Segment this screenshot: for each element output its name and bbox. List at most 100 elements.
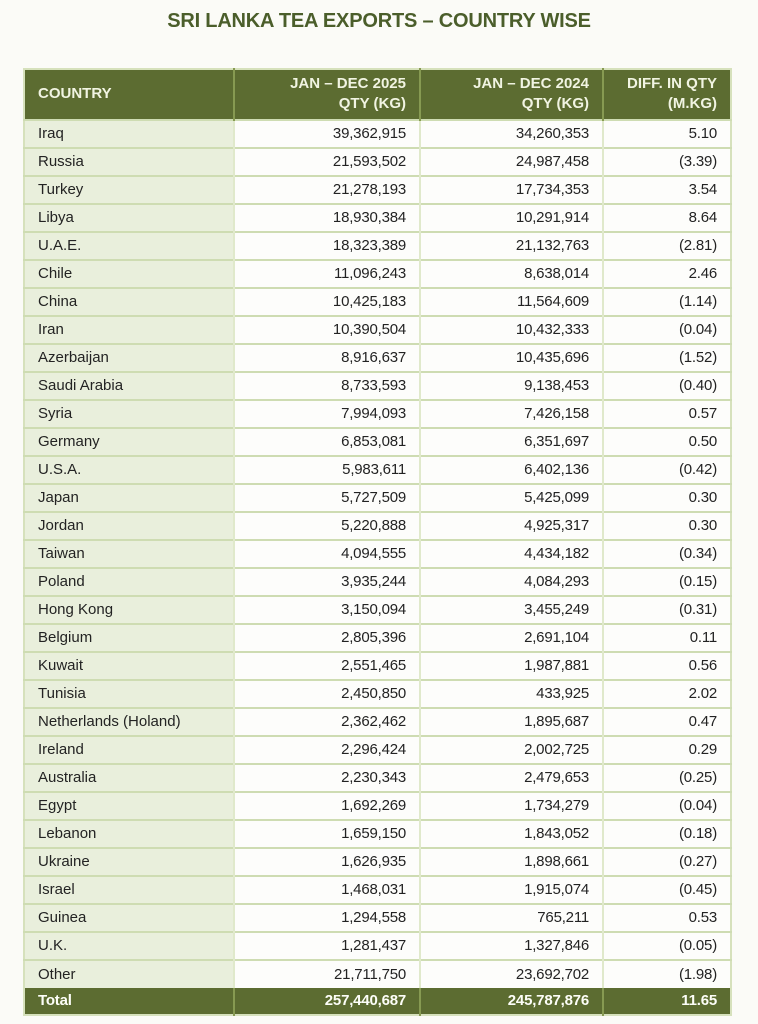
diff-cell: 3.54 <box>602 174 731 204</box>
total-row: Total 257,440,687 245,787,876 11.65 <box>24 987 731 1015</box>
country-cell: U.A.E. <box>24 230 234 260</box>
table-row: Poland 3,935,244 4,084,293 (0.15) <box>24 566 731 596</box>
country-cell: Jordan <box>24 510 234 540</box>
col-header-qty-2024-line1: JAN – DEC 2024 <box>473 75 589 92</box>
diff-cell: (1.52) <box>602 342 731 372</box>
qty-2024-cell: 10,432,333 <box>419 314 603 344</box>
total-diff: 11.65 <box>602 987 731 1015</box>
qty-2024-cell: 4,084,293 <box>419 566 603 596</box>
diff-cell: (1.14) <box>602 286 731 316</box>
qty-2024-cell: 8,638,014 <box>419 258 603 288</box>
diff-cell: 0.56 <box>602 650 731 680</box>
qty-2025-cell: 2,450,850 <box>233 678 420 708</box>
qty-2024-cell: 11,564,609 <box>419 286 603 316</box>
qty-2024-cell: 17,734,353 <box>419 174 603 204</box>
country-cell: Germany <box>24 426 234 456</box>
qty-2025-cell: 8,916,637 <box>233 342 420 372</box>
qty-2025-cell: 21,711,750 <box>233 958 420 988</box>
diff-cell: (3.39) <box>602 146 731 176</box>
qty-2024-cell: 765,211 <box>419 902 603 932</box>
table-row: Chile 11,096,243 8,638,014 2.46 <box>24 258 731 288</box>
country-cell: Egypt <box>24 790 234 820</box>
diff-cell: 0.30 <box>602 510 731 540</box>
table-row: Other 21,711,750 23,692,702 (1.98) <box>24 958 731 988</box>
total-label: Total <box>24 987 234 1015</box>
qty-2025-cell: 7,994,093 <box>233 398 420 428</box>
total-qty-2024: 245,787,876 <box>419 987 603 1015</box>
diff-cell: (0.40) <box>602 370 731 400</box>
country-cell: Libya <box>24 202 234 232</box>
diff-cell: 0.50 <box>602 426 731 456</box>
qty-2024-cell: 23,692,702 <box>419 958 603 988</box>
qty-2024-cell: 1,843,052 <box>419 818 603 848</box>
qty-2024-cell: 433,925 <box>419 678 603 708</box>
qty-2025-cell: 10,425,183 <box>233 286 420 316</box>
country-cell: Kuwait <box>24 650 234 680</box>
qty-2025-cell: 2,362,462 <box>233 706 420 736</box>
diff-cell: (1.98) <box>602 958 731 988</box>
table-row: Guinea 1,294,558 765,211 0.53 <box>24 902 731 932</box>
table-row: Germany 6,853,081 6,351,697 0.50 <box>24 426 731 456</box>
qty-2024-cell: 1,327,846 <box>419 930 603 960</box>
qty-2025-cell: 1,626,935 <box>233 846 420 876</box>
qty-2024-cell: 4,434,182 <box>419 538 603 568</box>
qty-2025-cell: 2,230,343 <box>233 762 420 792</box>
qty-2024-cell: 6,402,136 <box>419 454 603 484</box>
qty-2025-cell: 2,296,424 <box>233 734 420 764</box>
col-header-diff-line1: DIFF. IN QTY <box>627 75 717 92</box>
table-row: Egypt 1,692,269 1,734,279 (0.04) <box>24 790 731 820</box>
country-cell: Guinea <box>24 902 234 932</box>
qty-2024-cell: 10,291,914 <box>419 202 603 232</box>
country-cell: Lebanon <box>24 818 234 848</box>
country-cell: Poland <box>24 566 234 596</box>
qty-2024-cell: 21,132,763 <box>419 230 603 260</box>
diff-cell: (0.25) <box>602 762 731 792</box>
country-cell: Israel <box>24 874 234 904</box>
table-footer: Total 257,440,687 245,787,876 11.65 <box>24 987 731 1015</box>
qty-2025-cell: 1,281,437 <box>233 930 420 960</box>
table-row: Israel 1,468,031 1,915,074 (0.45) <box>24 874 731 904</box>
col-header-country: COUNTRY <box>24 69 234 120</box>
country-cell: Iran <box>24 314 234 344</box>
page-title: SRI LANKA TEA EXPORTS – COUNTRY WISE <box>167 10 591 32</box>
table-row: Kuwait 2,551,465 1,987,881 0.56 <box>24 650 731 680</box>
diff-cell: 0.29 <box>602 734 731 764</box>
diff-cell: 0.47 <box>602 706 731 736</box>
diff-cell: (2.81) <box>602 230 731 260</box>
table-row: Iraq 39,362,915 34,260,353 5.10 <box>24 118 731 148</box>
qty-2024-cell: 1,895,687 <box>419 706 603 736</box>
country-cell: Saudi Arabia <box>24 370 234 400</box>
table-row: Iran 10,390,504 10,432,333 (0.04) <box>24 314 731 344</box>
qty-2024-cell: 34,260,353 <box>419 118 603 148</box>
qty-2025-cell: 5,220,888 <box>233 510 420 540</box>
table-row: Lebanon 1,659,150 1,843,052 (0.18) <box>24 818 731 848</box>
table-row: Turkey 21,278,193 17,734,353 3.54 <box>24 174 731 204</box>
qty-2024-cell: 3,455,249 <box>419 594 603 624</box>
qty-2025-cell: 5,727,509 <box>233 482 420 512</box>
qty-2025-cell: 18,323,389 <box>233 230 420 260</box>
table-row: Tunisia 2,450,850 433,925 2.02 <box>24 678 731 708</box>
qty-2025-cell: 2,805,396 <box>233 622 420 652</box>
diff-cell: (0.31) <box>602 594 731 624</box>
table-row: Hong Kong 3,150,094 3,455,249 (0.31) <box>24 594 731 624</box>
table-row: Ireland 2,296,424 2,002,725 0.29 <box>24 734 731 764</box>
qty-2025-cell: 2,551,465 <box>233 650 420 680</box>
country-cell: Azerbaijan <box>24 342 234 372</box>
qty-2025-cell: 4,094,555 <box>233 538 420 568</box>
diff-cell: 0.57 <box>602 398 731 428</box>
col-header-diff-line2: (M.KG) <box>667 95 717 113</box>
country-cell: U.K. <box>24 930 234 960</box>
table-row: U.K. 1,281,437 1,327,846 (0.05) <box>24 930 731 960</box>
diff-cell: (0.27) <box>602 846 731 876</box>
qty-2024-cell: 6,351,697 <box>419 426 603 456</box>
country-cell: Russia <box>24 146 234 176</box>
qty-2025-cell: 6,853,081 <box>233 426 420 456</box>
qty-2025-cell: 21,278,193 <box>233 174 420 204</box>
qty-2024-cell: 2,691,104 <box>419 622 603 652</box>
table-row: U.S.A. 5,983,611 6,402,136 (0.42) <box>24 454 731 484</box>
qty-2024-cell: 2,002,725 <box>419 734 603 764</box>
diff-cell: (0.42) <box>602 454 731 484</box>
qty-2025-cell: 1,692,269 <box>233 790 420 820</box>
col-header-diff: DIFF. IN QTY (M.KG) <box>602 69 731 120</box>
diff-cell: (0.34) <box>602 538 731 568</box>
